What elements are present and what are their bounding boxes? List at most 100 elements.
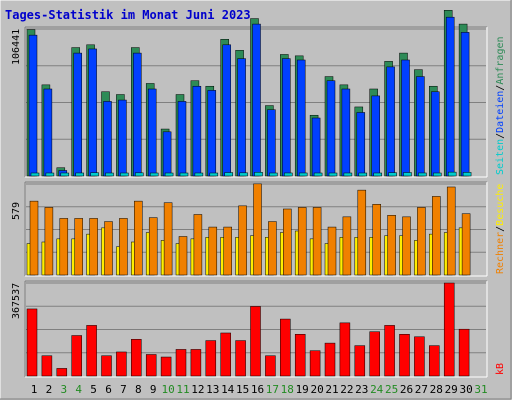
bar-kb xyxy=(86,325,97,377)
bar-kb xyxy=(101,355,112,377)
day-label: 11 xyxy=(176,383,189,396)
bar-kb xyxy=(414,336,425,377)
bar-rechner xyxy=(134,200,143,276)
bar-seiten xyxy=(403,172,412,177)
bars xyxy=(26,10,472,177)
bar-dateien xyxy=(386,66,395,177)
chart-title: Tages-Statistik im Monat Juni 2023 xyxy=(5,8,251,22)
bar-rechner xyxy=(402,216,411,276)
bar-rechner xyxy=(193,214,203,276)
bar-rechner xyxy=(387,215,396,276)
panel-legend: Rechner/Besuche xyxy=(495,184,506,274)
bar-seiten xyxy=(298,172,308,177)
panel-legend: Seiten/Dateien/Anfragen xyxy=(495,36,506,175)
bar-dateien xyxy=(267,109,276,177)
bar-seiten xyxy=(30,172,40,177)
bar-dateien xyxy=(460,32,470,177)
day-label: 18 xyxy=(281,383,294,396)
bar-rechner xyxy=(417,207,426,276)
bar-kb xyxy=(429,345,440,377)
day-label: 12 xyxy=(191,383,204,396)
bar-dateien xyxy=(192,85,202,177)
day-label: 26 xyxy=(400,383,413,396)
bar-rechner xyxy=(148,217,158,276)
bar-seiten xyxy=(462,172,472,177)
day-label: 14 xyxy=(221,383,235,396)
bar-kb xyxy=(384,325,395,377)
day-label: 29 xyxy=(445,383,458,396)
bar-rechner xyxy=(372,204,381,276)
bar-seiten xyxy=(358,172,368,177)
bar-seiten xyxy=(328,172,338,177)
bar-seiten xyxy=(447,171,457,177)
day-label: 2 xyxy=(46,383,53,396)
bar-rechner xyxy=(268,221,277,276)
bar-kb xyxy=(399,333,410,377)
bar-seiten xyxy=(105,172,114,177)
bar-dateien xyxy=(371,95,380,177)
bar-kb xyxy=(116,351,127,377)
bar-seiten xyxy=(179,172,189,177)
bar-kb xyxy=(235,340,246,377)
bar-dateien xyxy=(43,88,53,177)
bar-seiten xyxy=(284,172,293,177)
bar-kb xyxy=(280,318,291,377)
bar-seiten xyxy=(209,172,219,177)
bar-rechner xyxy=(357,189,367,276)
bar-dateien xyxy=(103,101,112,177)
bar-dateien xyxy=(252,23,261,177)
day-label: 4 xyxy=(75,383,82,396)
day-label: 23 xyxy=(355,383,368,396)
bar-seiten xyxy=(373,172,382,177)
bars xyxy=(26,183,471,276)
bar-seiten xyxy=(75,172,84,177)
bar-rechner xyxy=(59,218,69,276)
bar-rechner xyxy=(342,216,352,276)
bar-kb xyxy=(354,345,366,377)
y-max-label: 367537 xyxy=(11,283,22,319)
legend-entry: Rechner xyxy=(495,232,506,274)
bar-rechner xyxy=(208,226,218,276)
day-label: 25 xyxy=(385,383,398,396)
bar-dateien xyxy=(177,101,187,177)
bar-dateien xyxy=(341,88,351,177)
bar-seiten xyxy=(90,172,99,177)
bar-seiten xyxy=(269,172,278,177)
day-label: 16 xyxy=(251,383,264,396)
bar-seiten xyxy=(433,172,442,177)
bar-rechner xyxy=(238,205,247,276)
bar-dateien xyxy=(237,58,246,177)
bar-rechner xyxy=(163,202,173,276)
bar-rechner xyxy=(253,183,262,276)
bar-kb xyxy=(131,339,142,377)
bar-dateien xyxy=(445,16,455,177)
bar-rechner xyxy=(461,213,471,276)
bar-kb xyxy=(26,308,38,377)
bar-rechner xyxy=(74,218,83,276)
day-label: 1 xyxy=(31,383,38,396)
bar-rechner xyxy=(223,226,232,276)
legend-separator: / xyxy=(495,85,506,91)
bar-kb xyxy=(175,349,187,377)
bar-dateien xyxy=(296,59,306,177)
bar-dateien xyxy=(88,48,97,177)
day-label: 28 xyxy=(430,383,443,396)
bar-rechner xyxy=(283,208,292,276)
panel-3: 367537 kB xyxy=(11,280,506,378)
bar-seiten xyxy=(194,172,204,177)
day-label: 10 xyxy=(161,383,174,396)
bar-seiten xyxy=(313,172,323,177)
legend-entry: Seiten xyxy=(495,139,506,175)
bar-seiten xyxy=(149,172,159,177)
bar-dateien xyxy=(401,59,410,177)
day-label: 7 xyxy=(120,383,127,396)
bar-seiten xyxy=(388,172,397,177)
bar-kb xyxy=(265,355,276,377)
bar-seiten xyxy=(418,172,427,177)
day-label: 30 xyxy=(459,383,472,396)
bar-dateien xyxy=(207,90,217,177)
bar-kb xyxy=(205,340,217,377)
bar-kb xyxy=(71,335,82,377)
